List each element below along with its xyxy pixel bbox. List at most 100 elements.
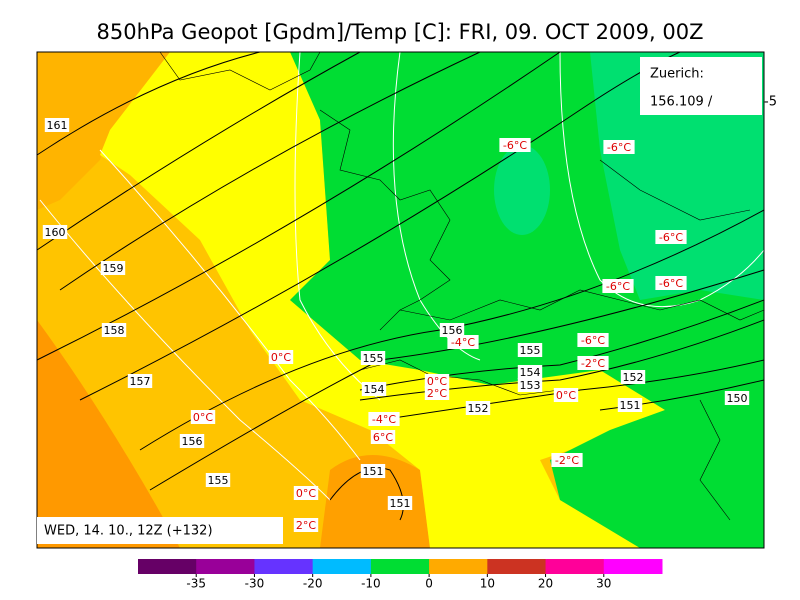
temperature-label: 0°C bbox=[193, 411, 213, 424]
geopotential-label: 156 bbox=[442, 324, 463, 337]
geopotential-label-bg bbox=[127, 374, 153, 388]
geopotential-label: 153 bbox=[520, 379, 541, 392]
geopotential-label-bg bbox=[100, 261, 126, 275]
colorbar-tick-label: -35 bbox=[186, 577, 206, 591]
temperature-label: 2°C bbox=[427, 387, 447, 400]
geopotential-label-bg bbox=[617, 398, 643, 412]
warm-area bbox=[37, 52, 170, 210]
valid-time-bg bbox=[37, 517, 283, 544]
temperature-label-bg bbox=[293, 518, 319, 532]
temperature-label: -4°C bbox=[451, 336, 475, 349]
geopotential-label: 150 bbox=[727, 392, 748, 405]
colorbar-tick-label: -20 bbox=[303, 577, 323, 591]
geopotential-label: 151 bbox=[620, 399, 641, 412]
warm-area bbox=[37, 320, 180, 548]
geopotential-label: 161 bbox=[47, 119, 68, 132]
temperature-label: -6°C bbox=[503, 139, 527, 152]
colorbar-swatch bbox=[196, 559, 255, 574]
temperature-label-bg bbox=[655, 230, 687, 244]
temperature-label-bg bbox=[577, 356, 609, 370]
temperature-label-bg bbox=[368, 412, 400, 426]
temperature-label-bg bbox=[424, 386, 450, 400]
temperature-label: -6°C bbox=[581, 334, 605, 347]
geopotential-label: 155 bbox=[363, 352, 384, 365]
colorbar-tick-label: 10 bbox=[480, 577, 495, 591]
geopotential-label-bg bbox=[361, 382, 387, 396]
map-title: 850hPa Geopot [Gpdm]/Temp [C]: FRI, 09. … bbox=[97, 20, 704, 44]
temperature-label: -4°C bbox=[372, 413, 396, 426]
geopotential-label-bg bbox=[465, 401, 491, 415]
temperature-label: 6°C bbox=[373, 431, 393, 444]
geopotential-label-bg bbox=[360, 351, 386, 365]
borders bbox=[159, 51, 765, 521]
geopotential-label-bg bbox=[205, 473, 231, 487]
colorbar-swatch bbox=[312, 559, 372, 574]
location-box-bg bbox=[640, 57, 762, 115]
temperature-label-bg bbox=[553, 388, 579, 402]
colorbar-tick-label: 0 bbox=[425, 577, 433, 591]
geopotential-label-bg bbox=[42, 225, 68, 239]
geopotential-label-bg bbox=[101, 323, 127, 337]
colorbar-swatch bbox=[138, 559, 197, 574]
temperature-label-bg bbox=[499, 138, 531, 152]
temperature-label: 0°C bbox=[427, 375, 447, 388]
geopotential-label: 156 bbox=[182, 435, 203, 448]
colorbar-swatch bbox=[429, 559, 488, 574]
temperature-label-bg bbox=[655, 276, 687, 290]
colorbar-swatch bbox=[254, 559, 314, 574]
geopotential-label-bg bbox=[724, 391, 750, 405]
colorbar-tick-label: -30 bbox=[245, 577, 265, 591]
geopotential-label: 154 bbox=[364, 383, 385, 396]
colorbar-tick-label: 30 bbox=[596, 577, 611, 591]
temperature-label-bg bbox=[551, 453, 583, 467]
temperature-label-bg bbox=[447, 335, 479, 349]
geopotential-label: 158 bbox=[104, 324, 125, 337]
geopotential-label: 157 bbox=[130, 375, 151, 388]
temperature-label: -2°C bbox=[555, 454, 579, 467]
geopotential-label: 159 bbox=[103, 262, 124, 275]
geopotential-label-bg bbox=[620, 370, 646, 384]
temperature-label-bg bbox=[603, 140, 635, 154]
location-name: Zuerich: bbox=[650, 67, 704, 82]
temperature-label: 0°C bbox=[271, 351, 291, 364]
geopotential-label: 154 bbox=[520, 366, 541, 379]
location-extra: -5 bbox=[764, 95, 777, 110]
map bbox=[36, 51, 765, 549]
geopotential-label: 151 bbox=[390, 497, 411, 510]
temperature-label: -6°C bbox=[659, 231, 683, 244]
geopotential-label-bg bbox=[360, 464, 386, 478]
temperature-label: 0°C bbox=[296, 487, 316, 500]
geopotential-label-bg bbox=[517, 343, 543, 357]
colorbar: -35 -30 -20 -10 0 10 20 30 bbox=[138, 559, 663, 591]
temperature-label-bg bbox=[370, 430, 396, 444]
colorbar-tick-label: 20 bbox=[538, 577, 553, 591]
geopotential-label: 151 bbox=[363, 465, 384, 478]
geopotential-label: 152 bbox=[623, 371, 644, 384]
geopotential-label-bg bbox=[44, 118, 70, 132]
temperature-label: 2°C bbox=[296, 519, 316, 532]
geopotential-label: 152 bbox=[468, 402, 489, 415]
geopotential-label: 155 bbox=[208, 474, 229, 487]
temperature-label-bg bbox=[190, 410, 216, 424]
geopotential-label: 160 bbox=[45, 226, 66, 239]
geopotential-label: 155 bbox=[520, 344, 541, 357]
temperature-label-bg bbox=[424, 374, 450, 388]
colorbar-swatch bbox=[487, 559, 547, 574]
temperature-label-bg bbox=[577, 333, 609, 347]
location-value: 156.109 / bbox=[650, 95, 713, 110]
colorbar-swatch bbox=[370, 559, 430, 574]
warm-area bbox=[320, 455, 430, 548]
temperature-label-bg bbox=[602, 279, 634, 293]
geopotential-label-bg bbox=[517, 365, 543, 379]
temperature-label: 0°C bbox=[556, 389, 576, 402]
geopotential-label-bg bbox=[387, 496, 413, 510]
cold-area bbox=[494, 145, 550, 235]
temperature-label-bg bbox=[268, 350, 294, 364]
temperature-label: -6°C bbox=[606, 280, 630, 293]
temperature-label: -2°C bbox=[581, 357, 605, 370]
colorbar-swatch bbox=[603, 559, 663, 574]
colorbar-swatch bbox=[545, 559, 605, 574]
temperature-label-bg bbox=[293, 486, 319, 500]
map-frame bbox=[36, 51, 765, 549]
